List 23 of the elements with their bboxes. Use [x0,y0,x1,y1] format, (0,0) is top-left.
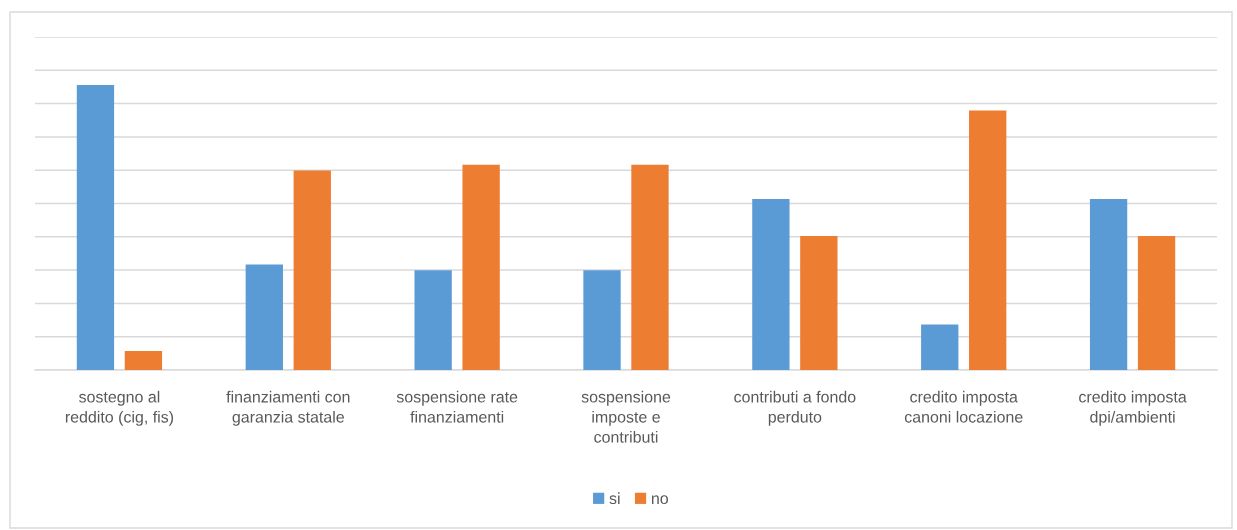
x-tick-label: contributi a fondo perduto [734,390,856,426]
bar [1089,198,1128,370]
x-tick-label: finanziamenti con garanzia statale [226,390,350,426]
x-tick-label: sospensione rate finanziamenti [396,390,518,423]
bar [462,164,500,370]
legend-label: si [609,492,620,505]
bar [921,324,959,370]
bar [631,164,669,370]
bar [76,84,115,370]
bar [969,110,1007,370]
x-tick-label: sostegno al reddito (cig, fis) [65,390,174,426]
bar [124,350,163,370]
x-tick-label: credito imposta canoni locazione [904,390,1023,423]
x-tick-label: credito imposta dpi/ambienti [1079,390,1187,426]
bar [414,270,452,370]
bar [293,170,331,370]
bar [800,236,838,370]
x-tick-label: sospensione imposte e contributi [581,390,671,443]
legend-label: no [651,495,669,505]
bar [1137,236,1176,370]
bar [583,270,621,370]
bar [245,264,283,370]
bar [752,198,790,370]
